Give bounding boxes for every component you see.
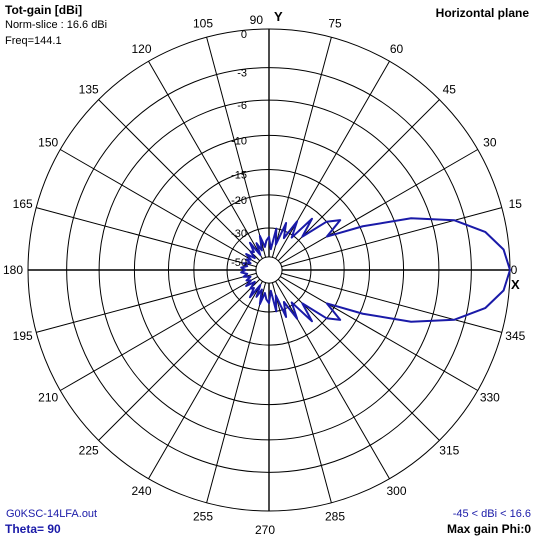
ring-label-6: -30 — [231, 228, 247, 240]
pattern-trace — [240, 217, 511, 323]
angle-tick-345: 345 — [505, 329, 525, 343]
angle-tick-60: 60 — [390, 42, 404, 56]
spoke-135 — [98, 99, 261, 262]
plane-label: Horizontal plane — [435, 6, 529, 20]
spoke-225 — [98, 278, 261, 441]
angle-tick-120: 120 — [131, 42, 151, 56]
angle-tick-240: 240 — [131, 484, 151, 498]
ring-label-4: -15 — [231, 169, 247, 181]
angle-tick-270: 270 — [255, 523, 275, 537]
axis-labels: 0 15 30 45 60 75 90 105 120 135 150 165 180 195 210 225… — [3, 9, 526, 537]
angle-tick-105: 105 — [193, 17, 213, 31]
pattern-trace-layer — [240, 217, 511, 323]
polar-grid — [27, 28, 511, 512]
spoke-255 — [206, 282, 267, 503]
spoke-105 — [206, 37, 267, 258]
angle-tick-180: 180 — [3, 263, 23, 277]
spoke-15 — [281, 207, 502, 268]
spoke-330 — [280, 276, 478, 391]
angle-tick-165: 165 — [13, 197, 33, 211]
angle-tick-225: 225 — [79, 443, 99, 457]
angle-tick-330: 330 — [480, 391, 500, 405]
output-file-label: G0KSC-14LFA.out — [6, 508, 98, 520]
angle-tick-150: 150 — [38, 136, 58, 150]
spoke-120 — [148, 61, 263, 259]
spoke-150 — [60, 149, 258, 264]
ring-label-0: 0 — [241, 29, 247, 41]
norm-slice-label: Norm-slice : 16.6 dBi — [5, 19, 108, 31]
angle-tick-15: 15 — [509, 197, 523, 211]
angle-tick-90: 90 — [250, 13, 264, 27]
angle-tick-285: 285 — [325, 509, 345, 523]
angle-tick-45: 45 — [443, 83, 457, 97]
ring-label-2: -6 — [237, 100, 247, 112]
spoke-345 — [281, 272, 502, 333]
spoke-210 — [60, 276, 258, 391]
angle-tick-210: 210 — [38, 391, 58, 405]
angle-tick-255: 255 — [193, 509, 213, 523]
ring-label-5: -20 — [231, 195, 247, 207]
spoke-75 — [271, 37, 332, 258]
frequency-label: Freq=144.1 — [5, 35, 62, 47]
max-gain-label: Max gain Phi:0 — [446, 522, 531, 536]
angle-tick-315: 315 — [439, 443, 459, 457]
angle-tick-195: 195 — [13, 329, 33, 343]
ring-label-3: -10 — [231, 135, 247, 147]
angle-tick-300: 300 — [386, 484, 406, 498]
angle-tick-135: 135 — [79, 83, 99, 97]
angle-tick-30: 30 — [483, 136, 497, 150]
spoke-30 — [280, 149, 478, 264]
theta-label: Theta= 90 — [5, 522, 61, 536]
ring-7 — [255, 256, 283, 284]
spoke-285 — [271, 282, 332, 503]
y-axis-letter: Y — [274, 9, 283, 24]
spoke-240 — [148, 281, 263, 479]
angle-tick-75: 75 — [328, 17, 342, 31]
angle-tick-0: 0 — [511, 263, 518, 277]
spoke-195 — [36, 272, 257, 333]
chart-title: Tot-gain [dBi] — [5, 3, 83, 17]
ring-label-7: -50 — [231, 257, 247, 269]
spoke-165 — [36, 207, 257, 268]
dbi-range-label: -45 < dBi < 16.6 — [452, 508, 531, 520]
ring-label-1: -3 — [237, 68, 247, 80]
x-axis-letter: X — [511, 277, 520, 292]
